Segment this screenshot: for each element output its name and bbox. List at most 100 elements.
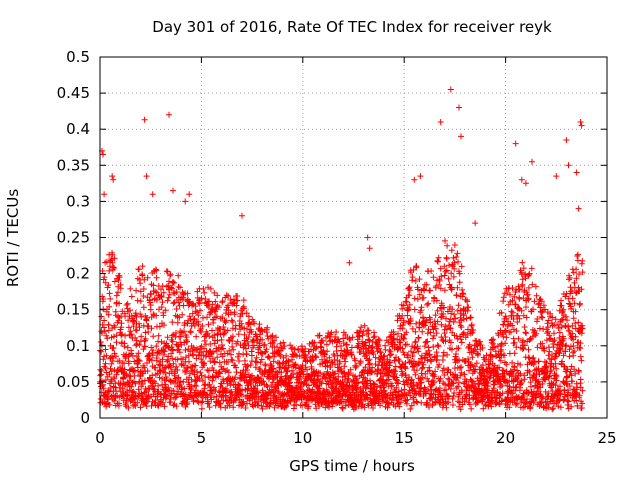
data-point — [249, 372, 256, 379]
data-point — [317, 370, 324, 376]
data-point — [269, 332, 276, 339]
data-point — [264, 324, 271, 331]
data-point — [173, 403, 180, 410]
data-point — [125, 360, 132, 367]
data-points — [97, 86, 586, 413]
data-point — [262, 368, 269, 375]
data-point — [348, 344, 355, 351]
data-point — [220, 324, 227, 330]
data-point — [116, 400, 122, 407]
data-point — [110, 333, 117, 340]
data-point — [298, 343, 305, 350]
data-point — [106, 267, 113, 274]
data-point — [136, 324, 143, 331]
data-point — [289, 356, 295, 363]
data-point — [284, 400, 291, 407]
x-tick-label: 10 — [293, 429, 312, 447]
data-point — [192, 362, 199, 369]
data-point — [242, 405, 249, 411]
data-point — [328, 359, 335, 365]
data-point — [130, 317, 137, 324]
data-point — [177, 284, 183, 291]
x-tick-label: 15 — [395, 429, 414, 447]
data-point — [150, 333, 157, 340]
data-point — [121, 366, 128, 373]
data-point — [173, 330, 179, 336]
data-point — [265, 353, 272, 360]
data-point — [99, 268, 106, 274]
y-axis-label: ROTI / TECUs — [4, 189, 22, 287]
data-point — [226, 347, 233, 354]
data-point — [230, 346, 237, 353]
data-point — [194, 398, 201, 404]
data-point — [240, 297, 247, 304]
data-point — [103, 352, 110, 359]
data-point — [292, 362, 299, 369]
data-point — [214, 354, 221, 361]
data-point — [196, 376, 203, 382]
data-point — [219, 314, 226, 321]
data-point — [101, 317, 108, 324]
data-point — [248, 328, 255, 335]
data-point — [332, 385, 339, 392]
data-point — [233, 302, 240, 309]
data-point — [156, 361, 163, 368]
data-point — [321, 351, 328, 358]
data-point — [342, 353, 349, 360]
data-point — [142, 343, 148, 350]
data-point — [181, 319, 188, 326]
data-point — [113, 292, 120, 299]
data-point — [340, 381, 347, 388]
data-point — [345, 370, 352, 377]
data-point — [169, 355, 176, 362]
data-point — [235, 331, 242, 338]
data-point — [240, 398, 247, 405]
data-point — [127, 285, 134, 292]
data-point — [241, 331, 248, 338]
data-point — [209, 373, 216, 380]
data-point — [327, 364, 334, 371]
data-point — [146, 350, 153, 357]
data-point — [227, 309, 234, 316]
data-point — [115, 289, 121, 296]
data-point — [175, 272, 182, 279]
data-point — [264, 333, 271, 339]
data-point — [202, 296, 209, 302]
data-point — [220, 345, 227, 352]
data-point — [206, 333, 213, 340]
data-point — [342, 358, 349, 365]
data-point — [345, 376, 352, 383]
data-point — [186, 299, 193, 306]
data-point — [232, 374, 239, 381]
data-point — [287, 342, 294, 349]
data-point — [302, 352, 309, 358]
data-point — [138, 313, 145, 320]
data-point — [237, 391, 244, 397]
data-point — [219, 342, 225, 348]
data-point — [141, 364, 148, 371]
data-point — [305, 403, 312, 410]
data-point — [341, 363, 348, 370]
data-point — [175, 346, 182, 353]
data-point — [244, 386, 251, 393]
data-point — [128, 383, 135, 390]
data-point — [135, 357, 142, 363]
data-point — [100, 385, 107, 392]
data-point — [195, 321, 202, 328]
data-point — [193, 346, 200, 353]
data-point — [216, 359, 223, 366]
data-point — [206, 298, 213, 305]
data-point — [105, 327, 112, 334]
data-point — [139, 381, 146, 387]
data-point — [108, 360, 115, 367]
data-point — [148, 402, 155, 409]
data-point — [153, 343, 160, 350]
data-point — [159, 283, 166, 289]
data-point — [190, 352, 197, 359]
data-point — [107, 365, 114, 372]
data-point — [296, 353, 303, 360]
data-point — [153, 312, 160, 319]
data-point — [158, 338, 165, 345]
data-point — [111, 397, 118, 404]
data-point — [285, 358, 292, 365]
